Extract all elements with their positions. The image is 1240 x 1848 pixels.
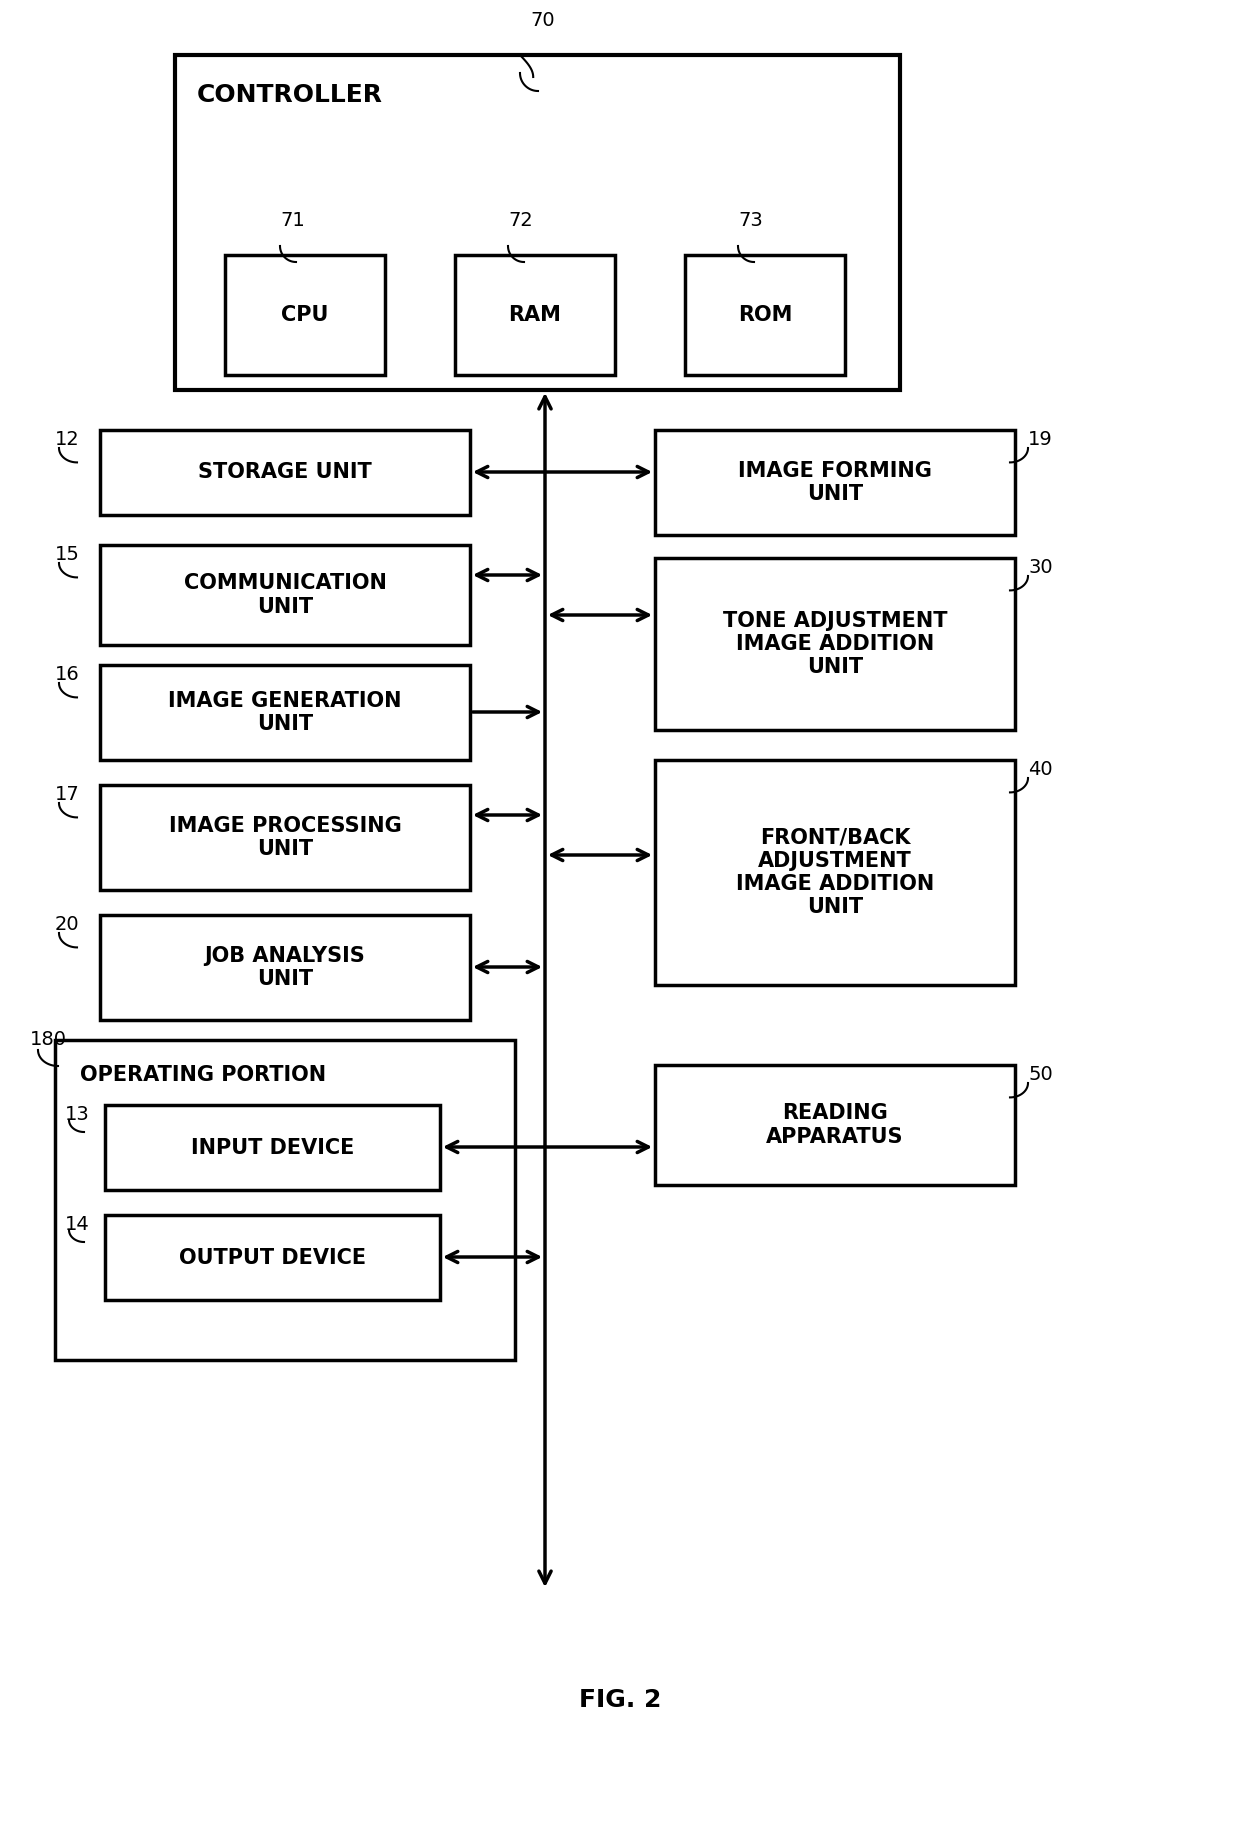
Text: CONTROLLER: CONTROLLER (197, 83, 383, 107)
Text: 50: 50 (1028, 1064, 1053, 1085)
Text: JOB ANALYSIS
UNIT: JOB ANALYSIS UNIT (205, 946, 366, 989)
Text: 72: 72 (508, 211, 533, 229)
Text: 19: 19 (1028, 431, 1053, 449)
Text: OUTPUT DEVICE: OUTPUT DEVICE (179, 1247, 366, 1268)
Text: 16: 16 (55, 665, 79, 684)
Bar (655, 760, 1016, 985)
Text: 15: 15 (55, 545, 79, 564)
Text: ROM: ROM (738, 305, 792, 325)
Bar (105, 1214, 440, 1299)
Text: COMMUNICATION
UNIT: COMMUNICATION UNIT (184, 573, 387, 617)
Text: IMAGE PROCESSING
UNIT: IMAGE PROCESSING UNIT (169, 817, 402, 859)
Text: FRONT/BACK
ADJUSTMENT
IMAGE ADDITION
UNIT: FRONT/BACK ADJUSTMENT IMAGE ADDITION UNI… (735, 828, 934, 917)
Text: RAM: RAM (508, 305, 562, 325)
Text: OPERATING PORTION: OPERATING PORTION (81, 1064, 326, 1085)
Text: 71: 71 (280, 211, 305, 229)
Text: 70: 70 (529, 11, 554, 30)
Bar (100, 665, 470, 760)
Bar (655, 431, 1016, 536)
Text: READING
APPARATUS: READING APPARATUS (766, 1103, 904, 1146)
Bar (684, 255, 844, 375)
Text: 30: 30 (1028, 558, 1053, 577)
Bar (55, 1040, 515, 1360)
Bar (175, 55, 900, 390)
Bar (105, 1105, 440, 1190)
Text: IMAGE FORMING
UNIT: IMAGE FORMING UNIT (738, 460, 932, 505)
Bar (224, 255, 384, 375)
Bar (655, 558, 1016, 730)
Text: 17: 17 (55, 785, 79, 804)
Bar (100, 431, 470, 516)
Text: 14: 14 (64, 1214, 89, 1234)
Text: 20: 20 (55, 915, 79, 933)
Text: 40: 40 (1028, 760, 1053, 780)
Text: TONE ADJUSTMENT
IMAGE ADDITION
UNIT: TONE ADJUSTMENT IMAGE ADDITION UNIT (723, 612, 947, 676)
Bar (655, 1064, 1016, 1185)
Text: 12: 12 (55, 431, 79, 449)
Text: 13: 13 (64, 1105, 89, 1124)
Text: IMAGE GENERATION
UNIT: IMAGE GENERATION UNIT (169, 691, 402, 734)
Bar (100, 545, 470, 645)
Bar (455, 255, 615, 375)
Bar (100, 785, 470, 891)
Text: FIG. 2: FIG. 2 (579, 1687, 661, 1711)
Text: INPUT DEVICE: INPUT DEVICE (191, 1138, 355, 1157)
Text: 73: 73 (738, 211, 763, 229)
Bar (100, 915, 470, 1020)
Text: CPU: CPU (281, 305, 329, 325)
Text: STORAGE UNIT: STORAGE UNIT (198, 462, 372, 482)
Text: 180: 180 (30, 1029, 67, 1050)
